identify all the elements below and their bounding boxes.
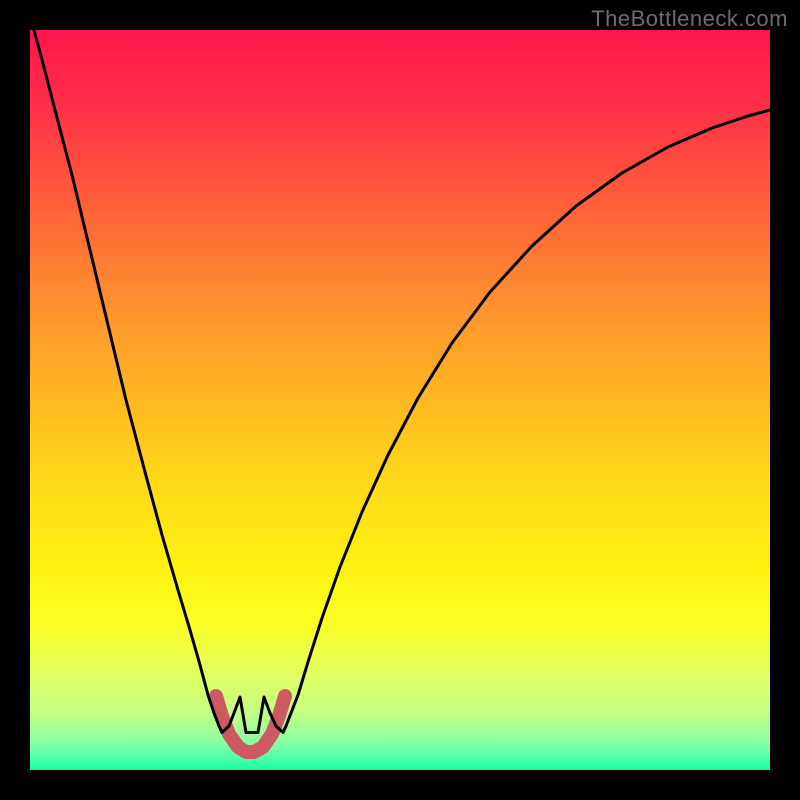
- watermark-text: TheBottleneck.com: [591, 6, 788, 32]
- plot-area: [30, 30, 770, 770]
- main-curve-path: [30, 30, 770, 733]
- chart-svg: [30, 30, 770, 770]
